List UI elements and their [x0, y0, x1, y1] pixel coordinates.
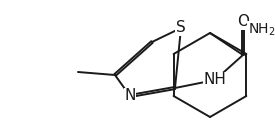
Text: N: N	[124, 88, 136, 103]
Text: NH: NH	[204, 72, 226, 88]
Text: O: O	[237, 14, 249, 29]
Text: S: S	[176, 21, 186, 36]
Text: NH$_2$: NH$_2$	[248, 22, 275, 38]
